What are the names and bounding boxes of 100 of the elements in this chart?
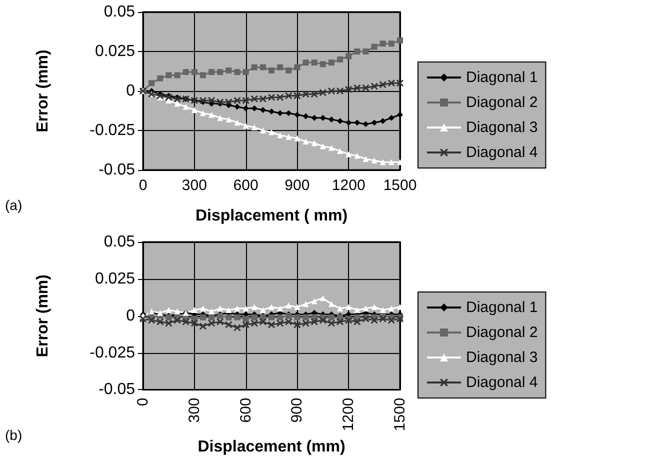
y-tick-label: -0.025 xyxy=(90,122,136,139)
point xyxy=(388,159,394,166)
point xyxy=(328,144,334,151)
point xyxy=(337,305,344,312)
point xyxy=(242,321,250,328)
point xyxy=(208,308,215,314)
point xyxy=(156,318,164,326)
point xyxy=(276,320,284,327)
point xyxy=(208,96,216,104)
point xyxy=(294,304,300,310)
point xyxy=(302,60,309,66)
point xyxy=(157,75,164,82)
point xyxy=(208,320,216,327)
point xyxy=(225,321,232,328)
point xyxy=(260,106,266,113)
point xyxy=(388,316,395,324)
point xyxy=(251,314,258,320)
point xyxy=(268,129,274,136)
point xyxy=(242,69,249,76)
point xyxy=(362,48,369,54)
legend-label: Diagonal 3 xyxy=(466,119,538,136)
point xyxy=(397,37,403,44)
point xyxy=(234,314,240,320)
point xyxy=(388,80,395,87)
point xyxy=(268,304,274,310)
point xyxy=(251,124,258,130)
point xyxy=(250,320,258,327)
point xyxy=(182,69,189,76)
point xyxy=(200,72,206,78)
point xyxy=(354,84,361,92)
point xyxy=(251,105,258,112)
y-tick-label: 0.05 xyxy=(104,4,136,20)
point xyxy=(234,96,241,104)
point xyxy=(380,118,386,124)
point xyxy=(362,305,369,312)
point xyxy=(260,306,266,313)
point xyxy=(191,69,198,76)
x-tick-label: 1500 xyxy=(392,398,408,432)
point xyxy=(354,318,361,326)
legend-label: Diagonal 3 xyxy=(466,349,538,366)
x-tick-label: 300 xyxy=(182,177,207,194)
y-tick-label: 0 xyxy=(126,82,136,100)
point xyxy=(217,69,224,76)
point xyxy=(362,84,370,92)
point xyxy=(371,120,378,126)
legend-label: Diagonal 2 xyxy=(466,94,538,111)
point xyxy=(234,69,240,76)
point xyxy=(277,314,284,320)
text: (b) xyxy=(5,427,22,443)
point xyxy=(174,100,180,107)
point xyxy=(268,94,275,101)
y-tick-label: 0 xyxy=(126,307,136,324)
y-axis-title: Error (mm) xyxy=(34,50,52,132)
point xyxy=(277,64,284,70)
point xyxy=(268,314,274,320)
point xyxy=(190,320,198,327)
point xyxy=(166,72,172,78)
point xyxy=(319,89,326,96)
point xyxy=(217,305,224,312)
point xyxy=(226,67,232,74)
point xyxy=(251,64,258,70)
point xyxy=(370,316,378,324)
point xyxy=(259,318,266,326)
point xyxy=(174,308,180,314)
y-tick-label: 0.05 xyxy=(104,234,136,250)
x-tick-label: 1500 xyxy=(383,177,417,194)
y-tick-label: 0.025 xyxy=(94,43,136,60)
y-tick-label: 0.025 xyxy=(94,270,136,288)
legend-label: Diagonal 1 xyxy=(466,69,538,86)
point xyxy=(294,64,300,70)
point xyxy=(397,112,403,118)
point xyxy=(379,81,386,88)
point xyxy=(260,64,266,70)
point xyxy=(319,316,326,324)
point xyxy=(174,316,181,324)
y-tick-label: -0.05 xyxy=(98,162,136,178)
point xyxy=(286,110,292,116)
point xyxy=(302,138,309,145)
point xyxy=(226,116,232,122)
point xyxy=(200,110,206,116)
point xyxy=(336,88,344,94)
point xyxy=(234,324,241,332)
point xyxy=(165,320,172,327)
point xyxy=(320,61,326,68)
x-tick-label: 1200 xyxy=(332,177,366,194)
point xyxy=(268,67,274,74)
point xyxy=(396,80,404,87)
point xyxy=(225,98,232,106)
text: (a) xyxy=(5,197,22,213)
x-axis-title: Displacement ( mm) xyxy=(195,208,348,224)
point xyxy=(294,92,301,100)
point xyxy=(354,120,360,126)
point xyxy=(250,95,258,102)
legend-label: Diagonal 4 xyxy=(466,374,538,391)
point xyxy=(311,60,318,66)
point xyxy=(371,158,378,164)
y-tick-label: -0.05 xyxy=(98,381,136,398)
point xyxy=(191,106,198,113)
point xyxy=(242,316,249,322)
x-tick-label: 300 xyxy=(186,398,203,423)
